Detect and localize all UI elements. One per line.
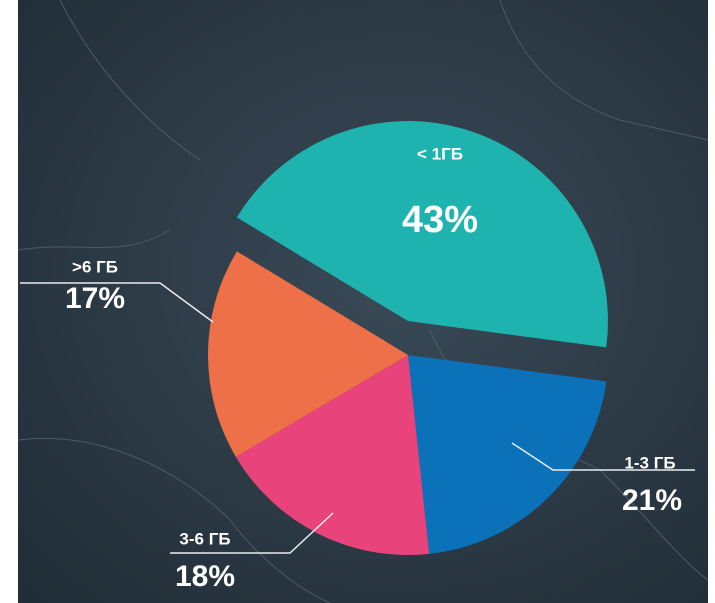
pie-slice [207, 251, 408, 457]
value-label: 43% [402, 199, 478, 241]
pie [207, 121, 608, 555]
category-label: 1-3 ГБ [624, 453, 675, 472]
category-label: < 1ГБ [417, 144, 463, 163]
pie-slice [235, 355, 430, 555]
leader-line [511, 442, 695, 471]
category-label: >6 ГБ [72, 257, 118, 276]
category-label: 3-6 ГБ [179, 529, 230, 548]
leader-line [20, 282, 214, 323]
leader-line [170, 512, 334, 554]
value-label: 21% [622, 484, 682, 517]
value-label: 18% [175, 560, 235, 593]
map-lines [17, 0, 709, 603]
pie-slice [408, 355, 607, 554]
value-label: 17% [65, 282, 125, 315]
labels: < 1ГБ 43% 1-3 ГБ 21% 3-6 ГБ 18% >6 ГБ 17% [65, 144, 682, 592]
pie-slice [236, 121, 608, 348]
